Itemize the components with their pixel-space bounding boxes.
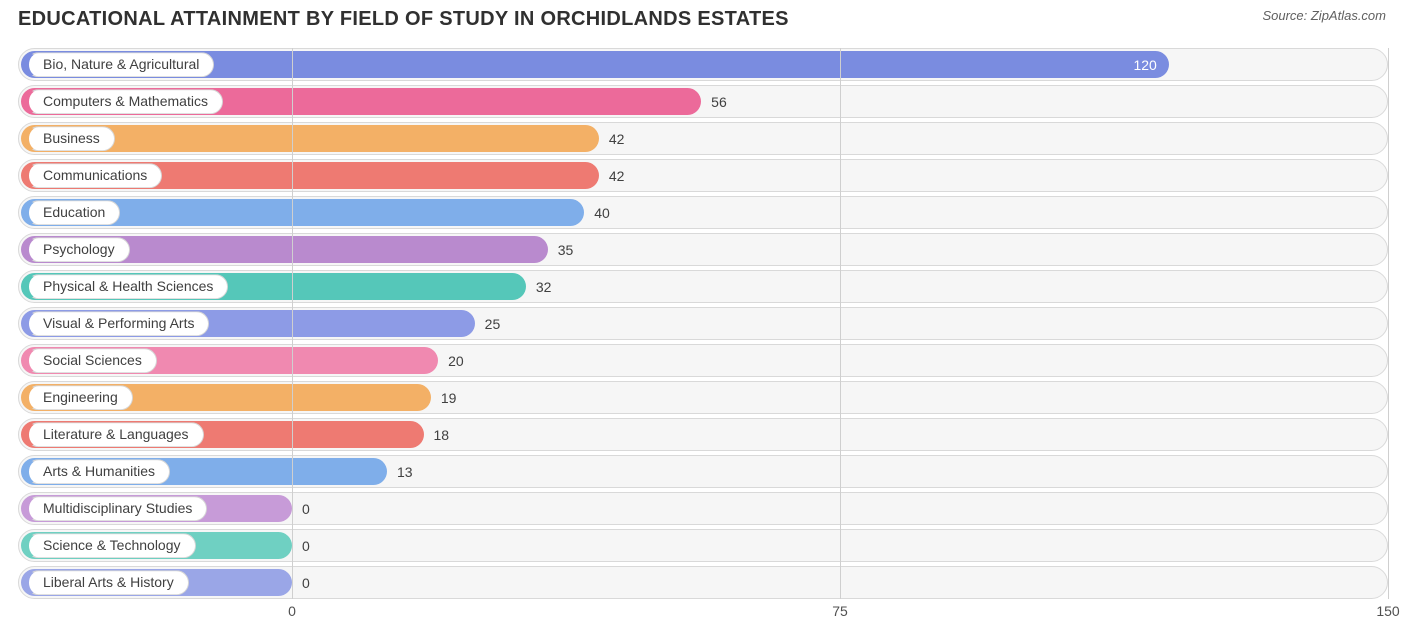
- gridline: [292, 48, 293, 599]
- x-tick-label: 75: [832, 603, 848, 619]
- value-label: 56: [711, 94, 727, 110]
- bar-row: Psychology 35: [18, 233, 1388, 266]
- category-pill: Bio, Nature & Agricultural: [26, 52, 214, 78]
- category-pill: Engineering: [26, 385, 133, 411]
- category-pill: Computers & Mathematics: [26, 89, 223, 115]
- bar-row: Communications 42: [18, 159, 1388, 192]
- value-label: 120: [1133, 57, 1156, 73]
- category-pill: Business: [26, 126, 115, 152]
- value-label: 20: [448, 353, 464, 369]
- source-prefix: Source:: [1262, 8, 1310, 23]
- bar-row: Computers & Mathematics 56: [18, 85, 1388, 118]
- gridline: [1388, 48, 1389, 599]
- category-pill: Liberal Arts & History: [26, 570, 189, 596]
- source-name: ZipAtlas.com: [1311, 8, 1386, 23]
- category-pill: Science & Technology: [26, 533, 196, 559]
- bar-row: Liberal Arts & History 0: [18, 566, 1388, 599]
- value-label: 0: [302, 501, 310, 517]
- value-label: 42: [609, 168, 625, 184]
- value-label: 40: [594, 205, 610, 221]
- category-pill: Psychology: [26, 237, 130, 263]
- value-label: 35: [558, 242, 574, 258]
- value-label: 0: [302, 575, 310, 591]
- value-label: 0: [302, 538, 310, 554]
- bar-row: Engineering 19: [18, 381, 1388, 414]
- category-pill: Arts & Humanities: [26, 459, 170, 485]
- value-label: 18: [434, 427, 450, 443]
- category-pill: Physical & Health Sciences: [26, 274, 228, 300]
- bar-row: Science & Technology 0: [18, 529, 1388, 562]
- value-label: 42: [609, 131, 625, 147]
- bar-rows-container: Bio, Nature & Agricultural 120 Computers &…: [18, 48, 1388, 599]
- bar-row: Visual & Performing Arts 25: [18, 307, 1388, 340]
- chart-source: Source: ZipAtlas.com: [1262, 8, 1386, 23]
- gridline: [840, 48, 841, 599]
- x-tick-label: 0: [288, 603, 296, 619]
- value-label: 25: [485, 316, 501, 332]
- category-pill: Multidisciplinary Studies: [26, 496, 207, 522]
- value-label: 13: [397, 464, 413, 480]
- category-pill: Literature & Languages: [26, 422, 204, 448]
- bar-row: Arts & Humanities 13: [18, 455, 1388, 488]
- category-pill: Visual & Performing Arts: [26, 311, 209, 337]
- x-tick-label: 150: [1376, 603, 1399, 619]
- bar-row: Social Sciences 20: [18, 344, 1388, 377]
- category-pill: Education: [26, 200, 120, 226]
- x-axis: 075150: [18, 603, 1388, 623]
- bar-row: Bio, Nature & Agricultural 120: [18, 48, 1388, 81]
- bar-row: Physical & Health Sciences 32: [18, 270, 1388, 303]
- chart-title: EDUCATIONAL ATTAINMENT BY FIELD OF STUDY…: [18, 8, 789, 31]
- bar-row: Education 40: [18, 196, 1388, 229]
- bar-row: Business 42: [18, 122, 1388, 155]
- value-label: 19: [441, 390, 457, 406]
- category-pill: Communications: [26, 163, 162, 189]
- bar-row: Literature & Languages 18: [18, 418, 1388, 451]
- chart-area: Bio, Nature & Agricultural 120 Computers &…: [18, 48, 1388, 599]
- value-label: 32: [536, 279, 552, 295]
- chart-header: EDUCATIONAL ATTAINMENT BY FIELD OF STUDY…: [0, 0, 1406, 35]
- bar-row: Multidisciplinary Studies 0: [18, 492, 1388, 525]
- category-pill: Social Sciences: [26, 348, 157, 374]
